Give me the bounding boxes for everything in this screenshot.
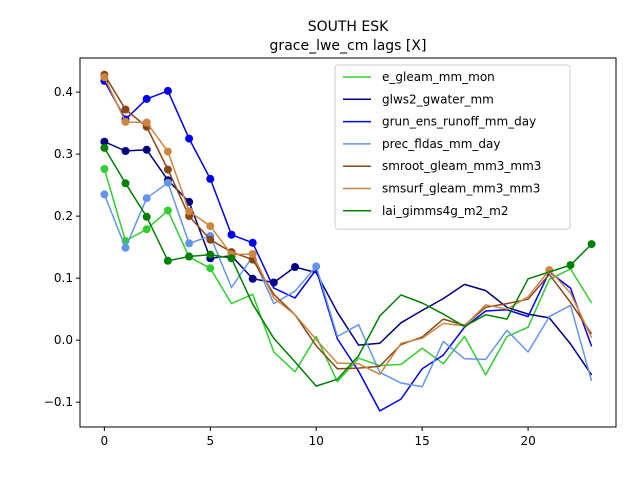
series-prec_fldas_mm_day [100,178,593,388]
data-point [185,134,194,143]
y-tick-label: 0.1 [54,271,73,285]
data-point [100,73,109,82]
data-point [121,105,130,114]
data-point [121,117,130,126]
chart-title: SOUTH ESK [308,19,389,35]
legend-label: grun_ens_runoff_mm_day [382,115,536,129]
series-line-prec_fldas_mm_day [103,181,593,388]
data-point [100,143,109,152]
x-tick-label: 10 [309,434,324,448]
data-point [163,147,172,156]
x-tick-label: 5 [206,434,214,448]
legend-label: smsurf_gleam_mm3_mm3 [382,182,540,196]
data-point [185,252,194,261]
data-point [100,165,109,173]
data-point [121,243,130,252]
legend-item: e_gleam_mm_mon [343,70,495,84]
data-point [206,264,215,273]
data-point [206,174,215,183]
y-tick-label: −0.1 [44,395,73,409]
data-point [566,261,575,270]
y-tick-label: 0.3 [54,147,73,161]
y-tick-label: 0.4 [54,85,73,99]
data-point [142,212,151,221]
y-tick-label: 0.0 [54,333,73,347]
data-point [163,178,172,187]
x-tick-label: 15 [415,434,430,448]
data-point [248,238,257,247]
y-axis: −0.1 0.0 0.1 0.2 0.3 0.4 [44,85,80,409]
data-point [312,262,321,271]
legend-item: prec_fldas_mm_day [343,137,501,151]
data-point [163,86,172,95]
legend-label: e_gleam_mm_mon [382,70,495,84]
data-point [163,256,172,265]
data-point [121,179,130,188]
legend-label: lai_gimms4g_m2_m2 [382,204,509,218]
data-point [100,190,109,199]
data-point [227,254,236,263]
legend-item: smsurf_gleam_mm3_mm3 [343,182,540,196]
legend-label: smroot_gleam_mm3_mm3 [382,159,541,173]
series-line-smsurf_gleam_mm3_mm3 [103,76,593,376]
x-tick-label: 0 [101,434,109,448]
x-tick-label: 20 [520,434,535,448]
series-layer [100,70,596,412]
data-point [206,222,215,231]
data-point [291,263,299,271]
legend-box [334,64,571,230]
data-point [185,239,194,248]
data-point [206,250,215,259]
data-point [163,165,172,174]
legend-label: prec_fldas_mm_day [382,137,501,151]
data-point [121,147,130,155]
data-point [142,225,151,234]
series-lai_gimms4g_m2_m2 [100,143,596,387]
data-point [142,194,151,203]
data-point [227,230,236,239]
legend-item: lai_gimms4g_m2_m2 [343,204,509,218]
data-point [248,250,257,258]
x-axis: 0 5 10 15 20 [101,427,536,448]
data-point [142,145,151,154]
legend-item: glws2_gwater_mm [343,92,494,106]
legend-item: grun_ens_runoff_mm_day [343,115,536,129]
chart-subtitle: grace_lwe_cm lags [X] [270,38,427,54]
data-point [142,94,151,103]
y-tick-label: 0.2 [54,209,73,223]
data-point [163,206,172,215]
data-point [185,207,194,216]
legend: e_gleam_mm_mon glws2_gwater_mm grun_ens_ru… [334,64,571,230]
plot-frame [79,57,617,428]
data-point [206,235,215,244]
data-point [248,274,257,283]
data-point [587,240,596,249]
legend-item: smroot_gleam_mm3_mm3 [343,159,541,173]
legend-label: glws2_gwater_mm [382,92,494,106]
data-point [100,137,109,146]
series-line-glws2_gwater_mm [104,141,593,376]
data-point [142,118,151,127]
